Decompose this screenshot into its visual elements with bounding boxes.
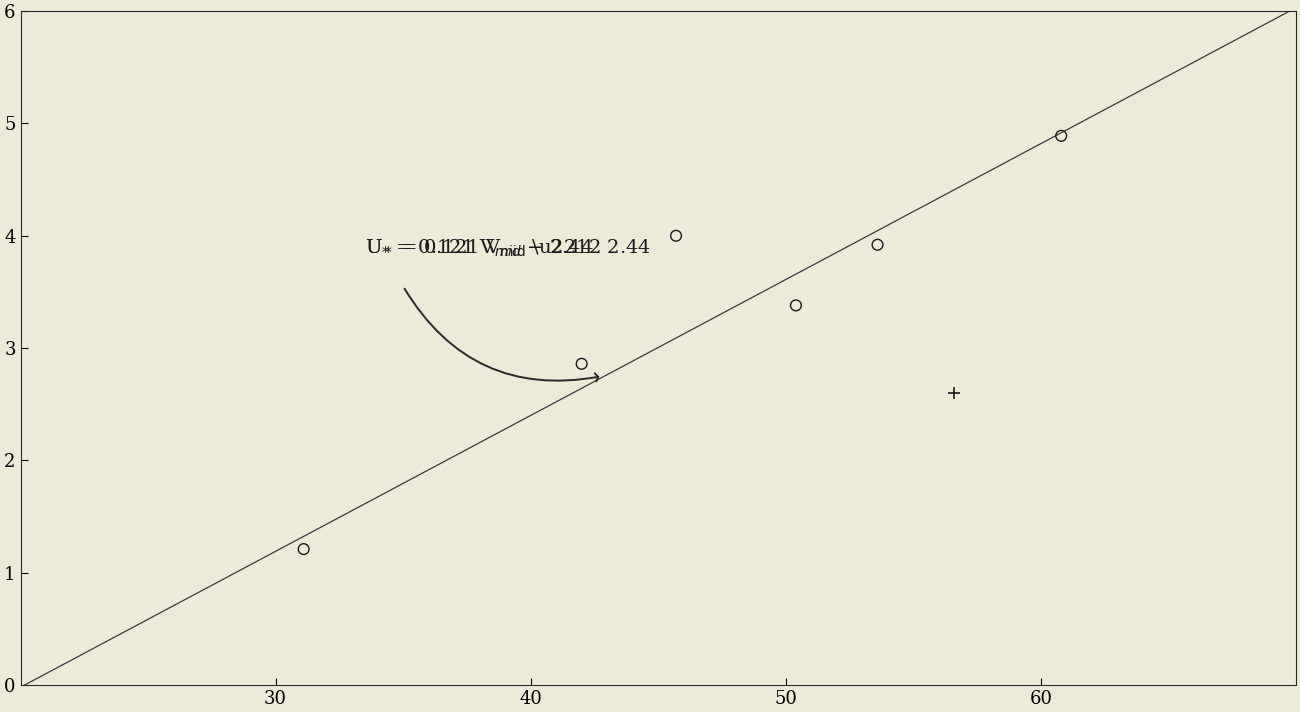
Text: U$_*$ = 0.121 V$_{\mathrm{mid}}$ \u2212 2.44: U$_*$ = 0.121 V$_{\mathrm{mid}}$ \u2212 … [365,238,651,259]
Point [867,239,888,251]
Text: U$_{*}$ = 0.121 V$_{mid}$ − 2.44: U$_{*}$ = 0.121 V$_{mid}$ − 2.44 [365,238,593,259]
Point [1050,130,1071,142]
Point [666,230,686,241]
Point [571,358,592,370]
Point [294,543,315,555]
Point [785,300,806,311]
Point [944,387,965,399]
